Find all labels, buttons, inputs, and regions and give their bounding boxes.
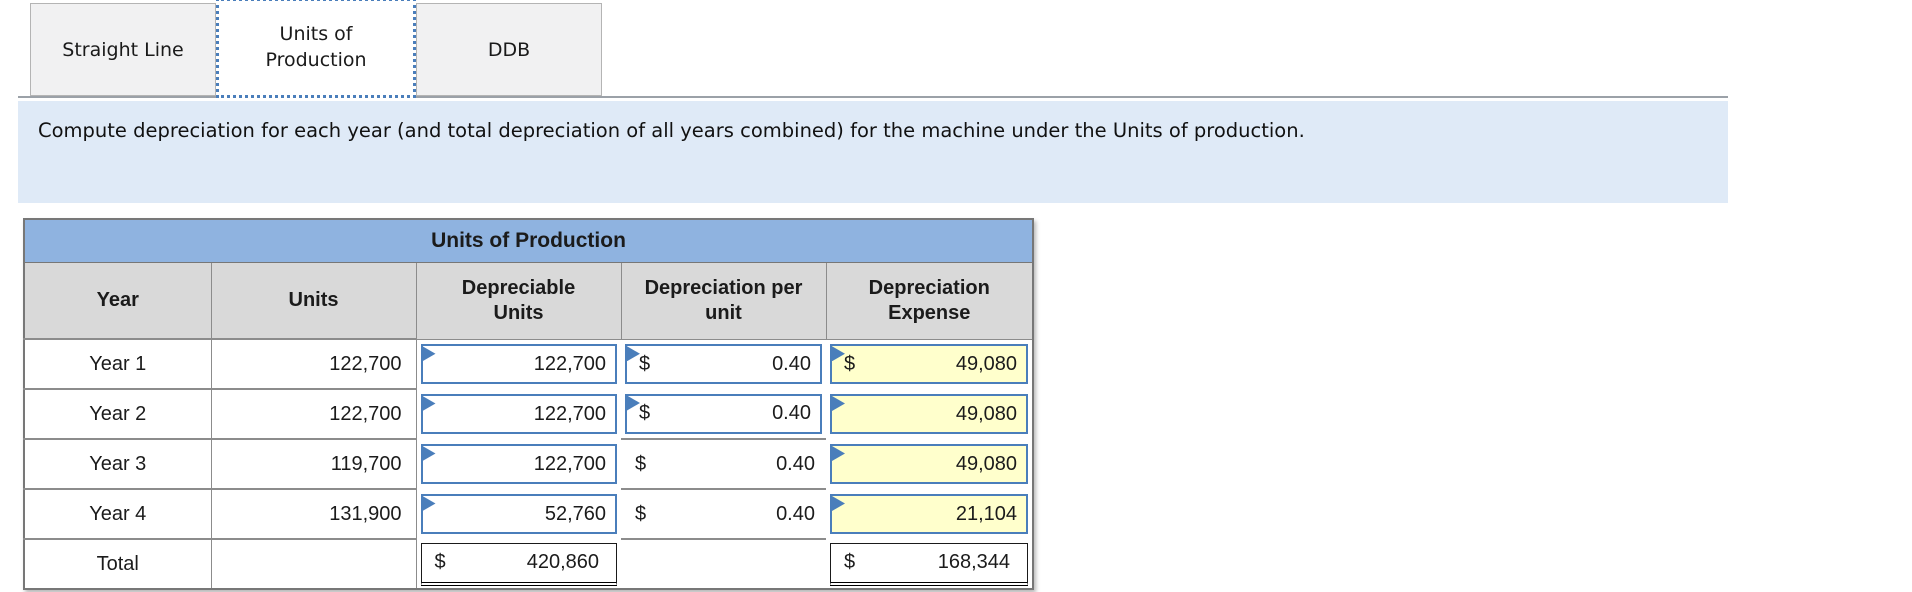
total-expense-cell: $ 168,344 (826, 539, 1033, 589)
table-title: Units of Production (23, 218, 1034, 263)
currency-symbol: $ (639, 402, 651, 424)
tab-ddb[interactable]: DDB (416, 3, 602, 96)
depreciation-expense-cell: 49,080 (826, 439, 1033, 489)
total-label-cell: Total (23, 538, 212, 590)
total-depreciable-units-value: $ 420,860 (420, 542, 617, 586)
depreciation-expense-cell: 49,080 (826, 389, 1033, 439)
depreciable-units-input[interactable]: 122,700 (420, 394, 617, 434)
units-cell: 119,700 (210, 438, 417, 490)
depreciable-units-cell: 52,760 (416, 489, 621, 539)
depreciation-per-unit-cell: $ 0.40 (621, 438, 826, 490)
input-flag-icon (422, 446, 436, 461)
total-depreciable-units-cell: $ 420,860 (416, 539, 621, 589)
depreciation-expense-input[interactable]: 21,104 (830, 494, 1028, 534)
depreciation-per-unit-cell: $ 0.40 (621, 488, 826, 540)
input-flag-icon (422, 496, 436, 511)
units-cell: 122,700 (210, 388, 417, 440)
depreciable-units-cell: 122,700 (416, 389, 621, 439)
input-flag-icon (422, 346, 436, 362)
depreciation-expense-input[interactable]: $ 49,080 (830, 344, 1028, 385)
instruction-panel: Compute depreciation for each year (and … (18, 101, 1728, 203)
depreciation-expense-input[interactable]: 49,080 (830, 444, 1028, 484)
total-expense-value: $ 168,344 (830, 542, 1028, 586)
currency-symbol: $ (635, 452, 647, 475)
depreciable-units-input[interactable]: 52,760 (420, 494, 617, 534)
input-flag-icon (422, 396, 436, 411)
depreciation-per-unit-input[interactable]: $ 0.40 (625, 344, 822, 385)
instruction-text: Compute depreciation for each year (and … (38, 119, 1305, 142)
input-flag-icon (832, 496, 845, 511)
depreciable-units-cell: 122,700 (416, 339, 621, 389)
tab-units-of-production-label: Units of Production (265, 23, 367, 71)
total-units-cell (210, 538, 417, 590)
column-header-depreciation-per-unit: Depreciation per unit (620, 262, 827, 340)
depreciation-expense-cell: $ 49,080 (826, 339, 1033, 389)
depreciation-expense-cell: 21,104 (826, 489, 1033, 539)
total-per-unit-cell (621, 539, 826, 589)
column-header-depreciation-expense: Depreciation Expense (825, 262, 1034, 340)
units-cell: 131,900 (210, 488, 417, 540)
table-row: Year 3 119,700 122,700 $ 0.40 49,080 (23, 438, 1033, 490)
input-flag-icon (832, 396, 845, 411)
tab-straight-line[interactable]: Straight Line (30, 3, 216, 96)
tab-ddb-label: DDB (487, 38, 531, 61)
column-header-units: Units (210, 262, 417, 340)
currency-symbol: $ (434, 551, 446, 573)
year-cell: Year 1 (23, 338, 212, 390)
tab-units-of-production[interactable]: Units of Production (216, 0, 416, 98)
column-header-depreciable-units: Depreciable Units (415, 262, 622, 340)
units-of-production-table: Units of Production Year Units Depreciab… (23, 218, 1034, 590)
year-cell: Year 2 (23, 388, 212, 440)
tab-bar: Straight Line Units of Production DDB (18, 0, 1728, 98)
depreciation-per-unit-cell: $ 0.40 (621, 339, 826, 389)
input-flag-icon (832, 446, 845, 461)
currency-symbol: $ (844, 551, 856, 573)
total-row: Total $ 420,860 $ 168,344 (23, 538, 1033, 590)
year-cell: Year 4 (23, 488, 212, 540)
column-header-year: Year (23, 262, 212, 340)
depreciable-units-cell: 122,700 (416, 439, 621, 489)
depreciation-per-unit-cell: $ 0.40 (621, 389, 826, 439)
depreciable-units-input[interactable]: 122,700 (420, 444, 617, 484)
depreciation-expense-input[interactable]: 49,080 (830, 394, 1028, 434)
depreciation-per-unit-input[interactable]: $ 0.40 (625, 393, 822, 434)
table-row: Year 4 131,900 52,760 $ 0.40 21,104 (23, 488, 1033, 540)
currency-symbol: $ (639, 352, 651, 375)
currency-symbol: $ (844, 352, 856, 375)
depreciable-units-input[interactable]: 122,700 (420, 344, 617, 385)
table-row: Year 1 122,700 122,700 $ 0.40 $ 49,080 (23, 338, 1033, 390)
currency-symbol: $ (635, 502, 647, 525)
tab-straight-line-label: Straight Line (62, 38, 184, 61)
year-cell: Year 3 (23, 438, 212, 490)
units-cell: 122,700 (210, 338, 417, 390)
table-row: Year 2 122,700 122,700 $ 0.40 49,080 (23, 388, 1033, 440)
